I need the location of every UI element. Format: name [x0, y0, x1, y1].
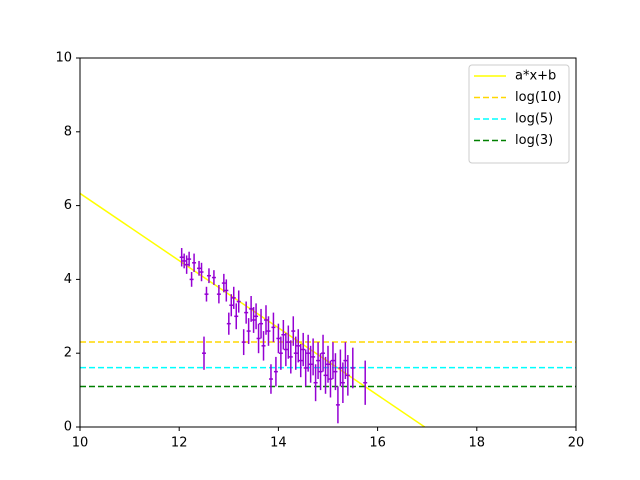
legend-label: log(10) [515, 90, 562, 105]
x-tick-label: 12 [171, 436, 188, 451]
y-tick-label: 10 [55, 51, 72, 66]
legend-label: log(5) [515, 112, 553, 127]
y-tick-label: 8 [64, 124, 72, 139]
legend-label: a*x+b [515, 69, 556, 84]
y-tick-label: 6 [64, 198, 72, 213]
x-tick-label: 18 [469, 436, 486, 451]
y-tick-label: 2 [64, 346, 72, 361]
axes-frame [79, 57, 577, 428]
legend-label: log(3) [515, 133, 553, 148]
x-tick-label: 14 [270, 436, 287, 451]
x-tick-label: 20 [568, 436, 585, 451]
x-tick-label: 16 [369, 436, 386, 451]
plot-area [80, 192, 576, 427]
x-tick-label: 10 [72, 436, 89, 451]
legend-box [468, 64, 570, 164]
y-tick-label: 0 [64, 420, 72, 435]
fit-line [80, 192, 426, 427]
y-tick-label: 4 [64, 272, 72, 287]
